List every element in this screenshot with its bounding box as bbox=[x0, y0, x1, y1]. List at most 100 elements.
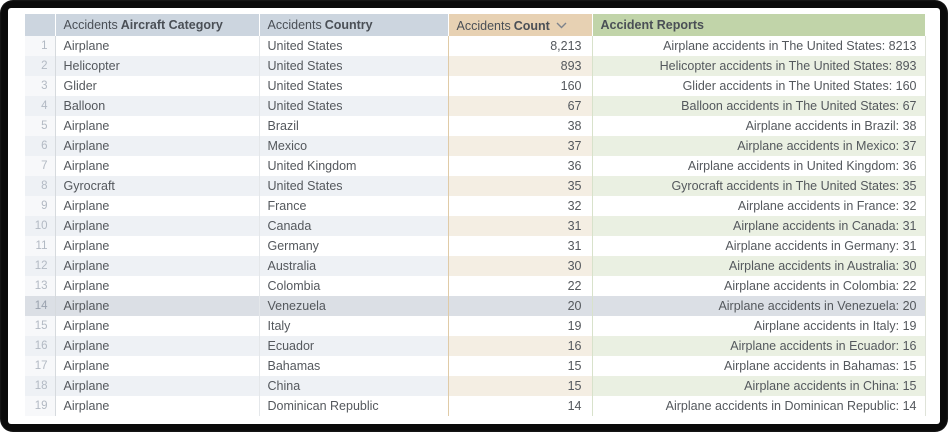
cell-country[interactable]: United States bbox=[259, 96, 448, 116]
cell-country[interactable]: Brazil bbox=[259, 116, 448, 136]
row-number[interactable]: 18 bbox=[25, 376, 56, 396]
cell-category[interactable]: Airplane bbox=[55, 296, 260, 316]
cell-category[interactable]: Airplane bbox=[55, 336, 260, 356]
table-row[interactable]: 6 Airplane Mexico 37 Airplane accidents … bbox=[25, 136, 926, 156]
cell-country[interactable]: Mexico bbox=[259, 136, 448, 156]
cell-country[interactable]: United States bbox=[259, 36, 448, 56]
table-row[interactable]: 2 Helicopter United States 893 Helicopte… bbox=[25, 56, 926, 76]
cell-country[interactable]: Canada bbox=[259, 216, 448, 236]
cell-report[interactable]: Airplane accidents in France: 32 bbox=[592, 196, 926, 216]
table-row[interactable]: 14 Airplane Venezuela 20 Airplane accide… bbox=[25, 296, 926, 316]
cell-report[interactable]: Balloon accidents in The United States: … bbox=[592, 96, 926, 116]
cell-count[interactable]: 14 bbox=[447, 396, 593, 416]
cell-country[interactable]: Ecuador bbox=[259, 336, 448, 356]
cell-category[interactable]: Airplane bbox=[55, 136, 260, 156]
cell-category[interactable]: Airplane bbox=[55, 356, 260, 376]
cell-count[interactable]: 15 bbox=[447, 356, 593, 376]
table-row[interactable]: 17 Airplane Bahamas 15 Airplane accident… bbox=[25, 356, 926, 376]
cell-report[interactable]: Helicopter accidents in The United State… bbox=[592, 56, 926, 76]
cell-count[interactable]: 22 bbox=[447, 276, 593, 296]
cell-country[interactable]: United States bbox=[259, 56, 448, 76]
cell-country[interactable]: United States bbox=[259, 176, 448, 196]
cell-count[interactable]: 67 bbox=[447, 96, 593, 116]
table-row[interactable]: 10 Airplane Canada 31 Airplane accidents… bbox=[25, 216, 926, 236]
row-number[interactable]: 7 bbox=[25, 156, 56, 176]
cell-count[interactable]: 32 bbox=[447, 196, 593, 216]
cell-country[interactable]: Dominican Republic bbox=[259, 396, 448, 416]
table-row[interactable]: 13 Airplane Colombia 22 Airplane acciden… bbox=[25, 276, 926, 296]
cell-category[interactable]: Gyrocraft bbox=[55, 176, 260, 196]
row-number[interactable]: 1 bbox=[25, 36, 56, 56]
row-number[interactable]: 13 bbox=[25, 276, 56, 296]
table-row[interactable]: 9 Airplane France 32 Airplane accidents … bbox=[25, 196, 926, 216]
cell-report[interactable]: Airplane accidents in Germany: 31 bbox=[592, 236, 926, 256]
cell-category[interactable]: Airplane bbox=[55, 316, 260, 336]
table-row[interactable]: 8 Gyrocraft United States 35 Gyrocraft a… bbox=[25, 176, 926, 196]
row-number[interactable]: 15 bbox=[25, 316, 56, 336]
cell-report[interactable]: Airplane accidents in Colombia: 22 bbox=[592, 276, 926, 296]
cell-category[interactable]: Airplane bbox=[55, 276, 260, 296]
cell-country[interactable]: Germany bbox=[259, 236, 448, 256]
table-row[interactable]: 7 Airplane United Kingdom 36 Airplane ac… bbox=[25, 156, 926, 176]
cell-category[interactable]: Airplane bbox=[55, 376, 260, 396]
cell-report[interactable]: Airplane accidents in The United States:… bbox=[592, 36, 926, 56]
cell-country[interactable]: Venezuela bbox=[259, 296, 448, 316]
cell-country[interactable]: Italy bbox=[259, 316, 448, 336]
cell-count[interactable]: 35 bbox=[447, 176, 593, 196]
cell-report[interactable]: Airplane accidents in Venezuela: 20 bbox=[592, 296, 926, 316]
table-row[interactable]: 16 Airplane Ecuador 16 Airplane accident… bbox=[25, 336, 926, 356]
cell-count[interactable]: 38 bbox=[447, 116, 593, 136]
cell-count[interactable]: 37 bbox=[447, 136, 593, 156]
cell-count[interactable]: 36 bbox=[447, 156, 593, 176]
cell-report[interactable]: Airplane accidents in China: 15 bbox=[592, 376, 926, 396]
cell-count[interactable]: 893 bbox=[447, 56, 593, 76]
cell-report[interactable]: Airplane accidents in Mexico: 37 bbox=[592, 136, 926, 156]
cell-category[interactable]: Airplane bbox=[55, 256, 260, 276]
cell-count[interactable]: 19 bbox=[447, 316, 593, 336]
cell-country[interactable]: China bbox=[259, 376, 448, 396]
cell-report[interactable]: Airplane accidents in Dominican Republic… bbox=[592, 396, 926, 416]
table-row[interactable]: 1 Airplane United States 8,213 Airplane … bbox=[25, 36, 926, 56]
cell-country[interactable]: Australia bbox=[259, 256, 448, 276]
cell-category[interactable]: Airplane bbox=[55, 236, 260, 256]
table-row[interactable]: 12 Airplane Australia 30 Airplane accide… bbox=[25, 256, 926, 276]
cell-category[interactable]: Airplane bbox=[55, 156, 260, 176]
table-row[interactable]: 5 Airplane Brazil 38 Airplane accidents … bbox=[25, 116, 926, 136]
cell-category[interactable]: Glider bbox=[55, 76, 260, 96]
row-number[interactable]: 2 bbox=[25, 56, 56, 76]
cell-count[interactable]: 15 bbox=[447, 376, 593, 396]
cell-count[interactable]: 16 bbox=[447, 336, 593, 356]
row-number[interactable]: 14 bbox=[25, 296, 56, 316]
column-header-aircraft-category[interactable]: Accidents Aircraft Category bbox=[55, 14, 260, 36]
table-row[interactable]: 15 Airplane Italy 19 Airplane accidents … bbox=[25, 316, 926, 336]
table-row[interactable]: 19 Airplane Dominican Republic 14 Airpla… bbox=[25, 396, 926, 416]
table-row[interactable]: 3 Glider United States 160 Glider accide… bbox=[25, 76, 926, 96]
row-number[interactable]: 10 bbox=[25, 216, 56, 236]
cell-category[interactable]: Helicopter bbox=[55, 56, 260, 76]
table-row[interactable]: 18 Airplane China 15 Airplane accidents … bbox=[25, 376, 926, 396]
cell-country[interactable]: United States bbox=[259, 76, 448, 96]
cell-country[interactable]: Colombia bbox=[259, 276, 448, 296]
column-header-count-sorted[interactable]: Accidents Count bbox=[448, 14, 593, 36]
row-number[interactable]: 11 bbox=[25, 236, 56, 256]
row-number[interactable]: 5 bbox=[25, 116, 56, 136]
cell-category[interactable]: Airplane bbox=[55, 396, 260, 416]
row-number[interactable]: 9 bbox=[25, 196, 56, 216]
row-number[interactable]: 12 bbox=[25, 256, 56, 276]
cell-category[interactable]: Airplane bbox=[55, 216, 260, 236]
row-number[interactable]: 16 bbox=[25, 336, 56, 356]
row-number[interactable]: 6 bbox=[25, 136, 56, 156]
column-header-country[interactable]: Accidents Country bbox=[259, 14, 449, 36]
cell-category[interactable]: Airplane bbox=[55, 196, 260, 216]
cell-category[interactable]: Balloon bbox=[55, 96, 260, 116]
cell-country[interactable]: France bbox=[259, 196, 448, 216]
cell-report[interactable]: Airplane accidents in Brazil: 38 bbox=[592, 116, 926, 136]
cell-report[interactable]: Airplane accidents in Canada: 31 bbox=[592, 216, 926, 236]
cell-report[interactable]: Airplane accidents in United Kingdom: 36 bbox=[592, 156, 926, 176]
cell-count[interactable]: 8,213 bbox=[447, 36, 593, 56]
cell-count[interactable]: 160 bbox=[447, 76, 593, 96]
cell-report[interactable]: Gyrocraft accidents in The United States… bbox=[592, 176, 926, 196]
row-number[interactable]: 3 bbox=[25, 76, 56, 96]
cell-category[interactable]: Airplane bbox=[55, 36, 260, 56]
cell-count[interactable]: 20 bbox=[447, 296, 593, 316]
